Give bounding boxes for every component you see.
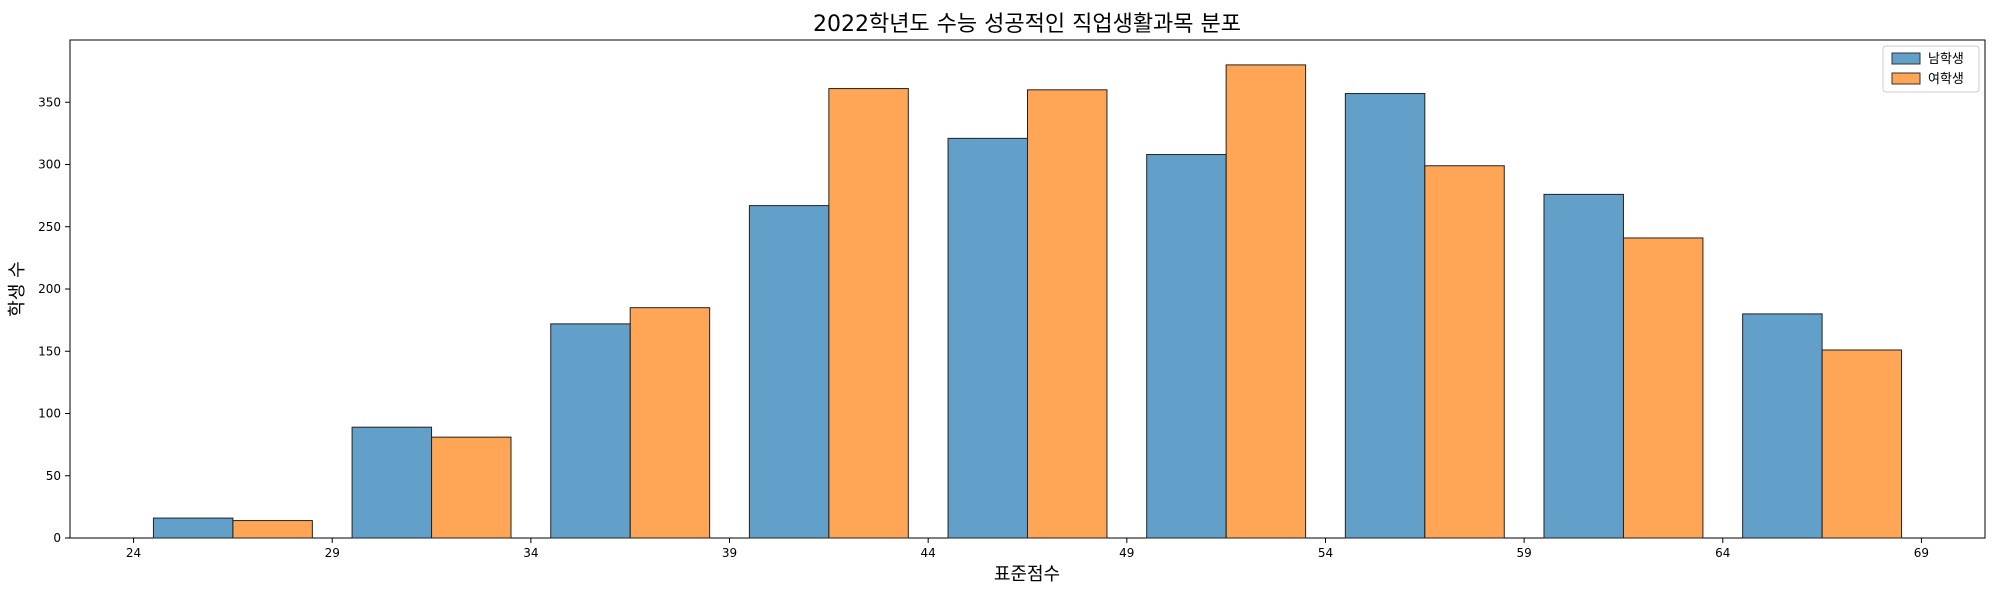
- x-tick-label: 54: [1318, 546, 1333, 560]
- bar-male-3: [748, 205, 830, 539]
- x-tick-label: 59: [1516, 546, 1531, 560]
- x-tick-label: 34: [523, 546, 538, 560]
- y-tick-label: 350: [38, 95, 61, 109]
- bar-female-3: [828, 88, 909, 539]
- bar-male-0: [152, 517, 234, 539]
- x-tick-label: 69: [1914, 546, 1929, 560]
- x-axis-label: 표준점수: [994, 564, 1060, 585]
- y-tick-label: 250: [38, 220, 61, 234]
- y-axis-label: 학생 수: [7, 261, 28, 316]
- bar-male-4: [947, 137, 1029, 539]
- bar-male-2: [550, 323, 631, 539]
- legend-swatch-female: [1891, 72, 1921, 85]
- y-axis-ticks: 0 50 100 150 200 250 300 350: [38, 95, 70, 545]
- x-tick-label: 39: [722, 546, 737, 560]
- x-tick-label: 29: [325, 546, 340, 560]
- y-tick-label: 50: [46, 469, 61, 483]
- bar-male-6: [1344, 93, 1426, 539]
- y-tick-label: 100: [38, 407, 61, 421]
- legend-label-female: 여학생: [1928, 72, 1964, 87]
- bar-male-7: [1543, 193, 1624, 539]
- bar-male-8: [1742, 313, 1823, 539]
- legend-label-male: 남학생: [1928, 52, 1964, 67]
- bar-male-5: [1146, 154, 1227, 539]
- legend: 남학생 여학생: [1882, 45, 1980, 93]
- x-tick-label: 44: [921, 546, 936, 560]
- y-tick-label: 150: [38, 344, 61, 358]
- x-tick-label: 64: [1715, 546, 1730, 560]
- y-tick-label: 300: [38, 158, 61, 172]
- legend-swatch-male: [1891, 52, 1921, 65]
- bar-female-6: [1424, 165, 1505, 539]
- bar-female-7: [1622, 237, 1704, 539]
- plot-area: 24 29 34 39 44 49 54 59 64 69 0 50 100 150 200 250 300 3…: [38, 39, 1986, 560]
- bar-female-4: [1027, 89, 1108, 539]
- bar-female-2: [629, 307, 711, 539]
- bar-female-5: [1225, 64, 1307, 539]
- bars-group: [152, 64, 1903, 539]
- bar-male-1: [351, 426, 433, 539]
- bar-female-8: [1821, 349, 1903, 539]
- bar-female-1: [431, 436, 512, 539]
- bar-female-0: [232, 520, 313, 539]
- chart-title: 2022학년도 수능 성공적인 직업생활과목 분포: [813, 12, 1241, 37]
- x-tick-label: 24: [126, 546, 141, 560]
- x-axis-ticks: 24 29 34 39 44 49 54 59 64 69: [126, 538, 1929, 560]
- y-tick-label: 200: [38, 282, 61, 296]
- x-tick-label: 49: [1119, 546, 1134, 560]
- y-tick-label: 0: [53, 531, 61, 545]
